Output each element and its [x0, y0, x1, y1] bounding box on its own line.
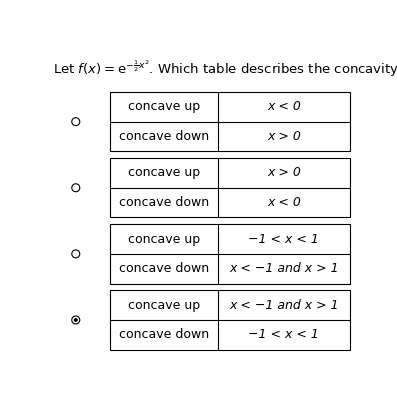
Text: concave up: concave up: [128, 166, 200, 179]
Text: x < −1 and x > 1: x < −1 and x > 1: [229, 262, 339, 275]
Text: x < −1 and x > 1: x < −1 and x > 1: [229, 299, 339, 312]
Text: concave down: concave down: [119, 196, 209, 209]
Text: concave up: concave up: [128, 233, 200, 245]
Text: Let $f(x) = \mathrm{e}^{-\frac{1}{2}x^2}$. Which table describes the concavity o: Let $f(x) = \mathrm{e}^{-\frac{1}{2}x^2}…: [53, 58, 397, 79]
Circle shape: [72, 250, 80, 258]
Text: concave up: concave up: [128, 100, 200, 113]
Text: concave down: concave down: [119, 130, 209, 143]
Text: −1 < x < 1: −1 < x < 1: [249, 328, 319, 341]
Bar: [110, 158, 350, 218]
Text: x < 0: x < 0: [267, 196, 301, 209]
Bar: [110, 224, 350, 283]
Circle shape: [72, 316, 80, 324]
Text: x < 0: x < 0: [267, 100, 301, 113]
Text: x > 0: x > 0: [267, 130, 301, 143]
Text: concave down: concave down: [119, 328, 209, 341]
Bar: [110, 92, 350, 151]
Bar: [110, 290, 350, 350]
Text: −1 < x < 1: −1 < x < 1: [249, 233, 319, 245]
Circle shape: [72, 184, 80, 192]
Circle shape: [74, 318, 78, 322]
Text: concave down: concave down: [119, 262, 209, 275]
Text: concave up: concave up: [128, 299, 200, 312]
Text: x > 0: x > 0: [267, 166, 301, 179]
Circle shape: [72, 118, 80, 125]
